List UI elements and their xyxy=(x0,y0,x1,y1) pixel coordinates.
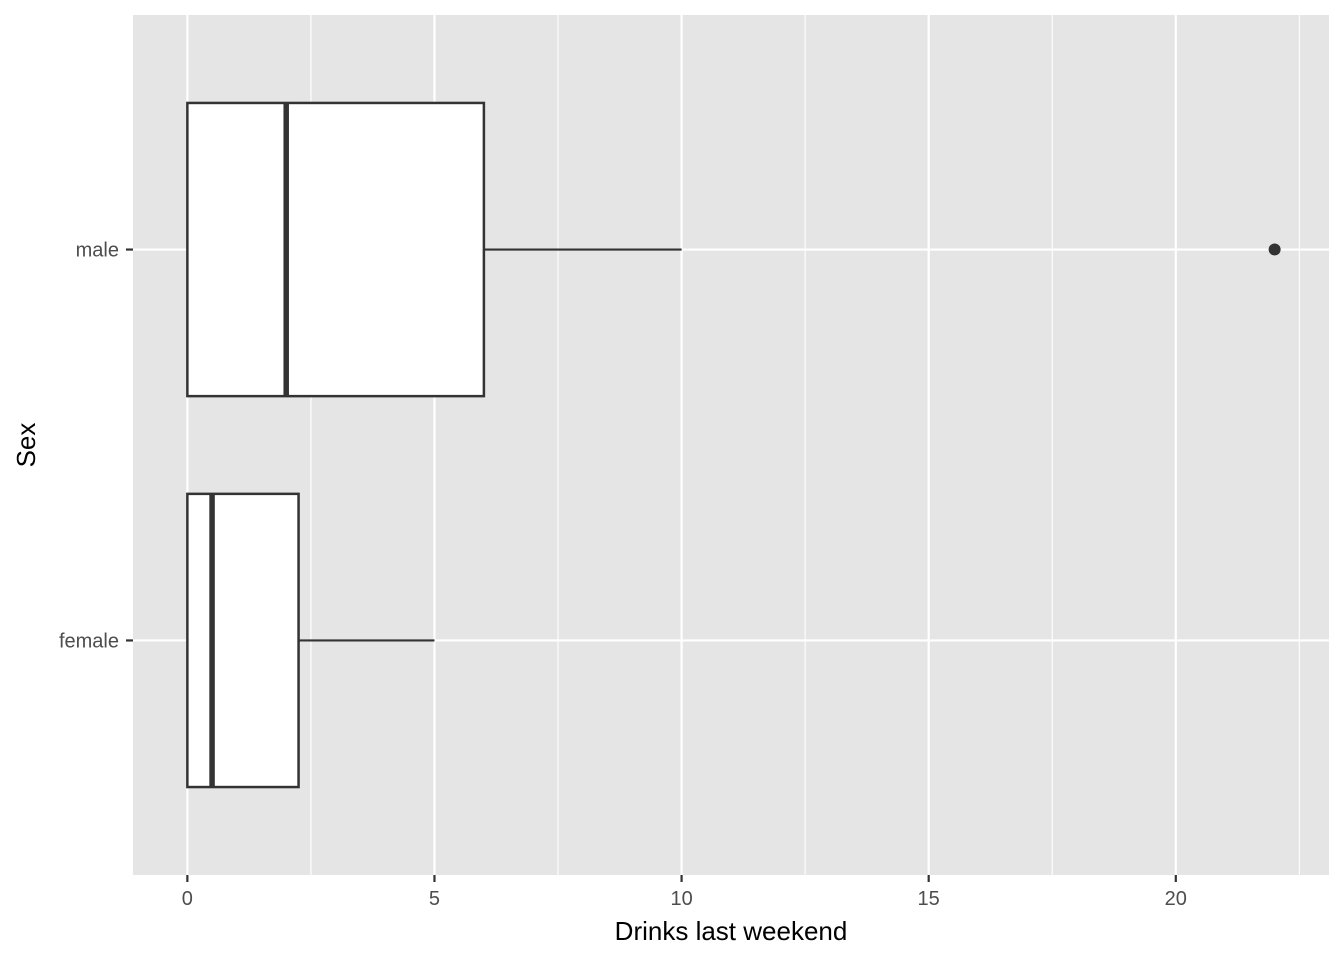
x-tick-label: 15 xyxy=(918,888,940,910)
x-tick-label: 0 xyxy=(182,888,193,910)
y-tick-label: female xyxy=(59,630,119,652)
box-female xyxy=(186,492,435,789)
boxes xyxy=(186,101,1281,789)
x-tick-label: 20 xyxy=(1165,888,1187,910)
y-tick-label: male xyxy=(76,240,119,262)
outlier-point xyxy=(1268,243,1281,256)
box-male xyxy=(186,101,1281,398)
x-tick-label: 5 xyxy=(429,888,440,910)
box-iqr xyxy=(186,492,300,789)
y-axis: male female xyxy=(59,240,133,652)
x-tick-label: 10 xyxy=(670,888,692,910)
x-axis: 0 5 10 15 20 xyxy=(182,875,1187,910)
box-iqr xyxy=(186,101,486,398)
x-axis-title: Drinks last weekend xyxy=(615,916,848,946)
y-axis-title: Sex xyxy=(11,423,41,468)
